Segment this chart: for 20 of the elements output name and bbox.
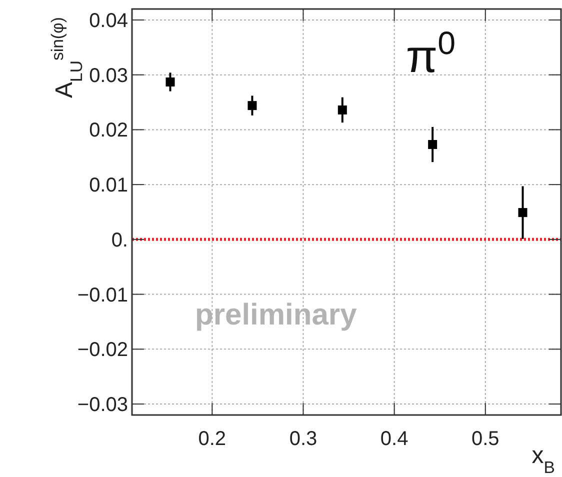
point [248,101,257,110]
point [338,105,347,114]
y-tick-label: 0.01 [89,174,128,197]
point [166,77,175,86]
x-tick-label: 0.3 [289,428,318,450]
x-tick-label: 0.5 [471,428,500,450]
x-axis-title: x$_{B}$ [532,442,555,476]
y-tick-label: 0.03 [89,64,128,87]
x-tick-label: 0.2 [198,428,226,450]
point [428,140,438,150]
point [518,208,528,218]
x-tick-label: 0.4 [380,428,408,450]
y-tick-label: 0.04 [89,10,128,32]
y-tick-label: −0.02 [77,339,128,362]
annotation: π$^{0}$ [406,25,456,82]
y-tick-label: 0.02 [89,120,128,142]
y-tick-label: −0.03 [77,394,128,416]
y-tick-label: −0.01 [77,284,128,306]
annotation: preliminary [195,298,358,332]
y-tick-label: 0. [111,229,128,252]
